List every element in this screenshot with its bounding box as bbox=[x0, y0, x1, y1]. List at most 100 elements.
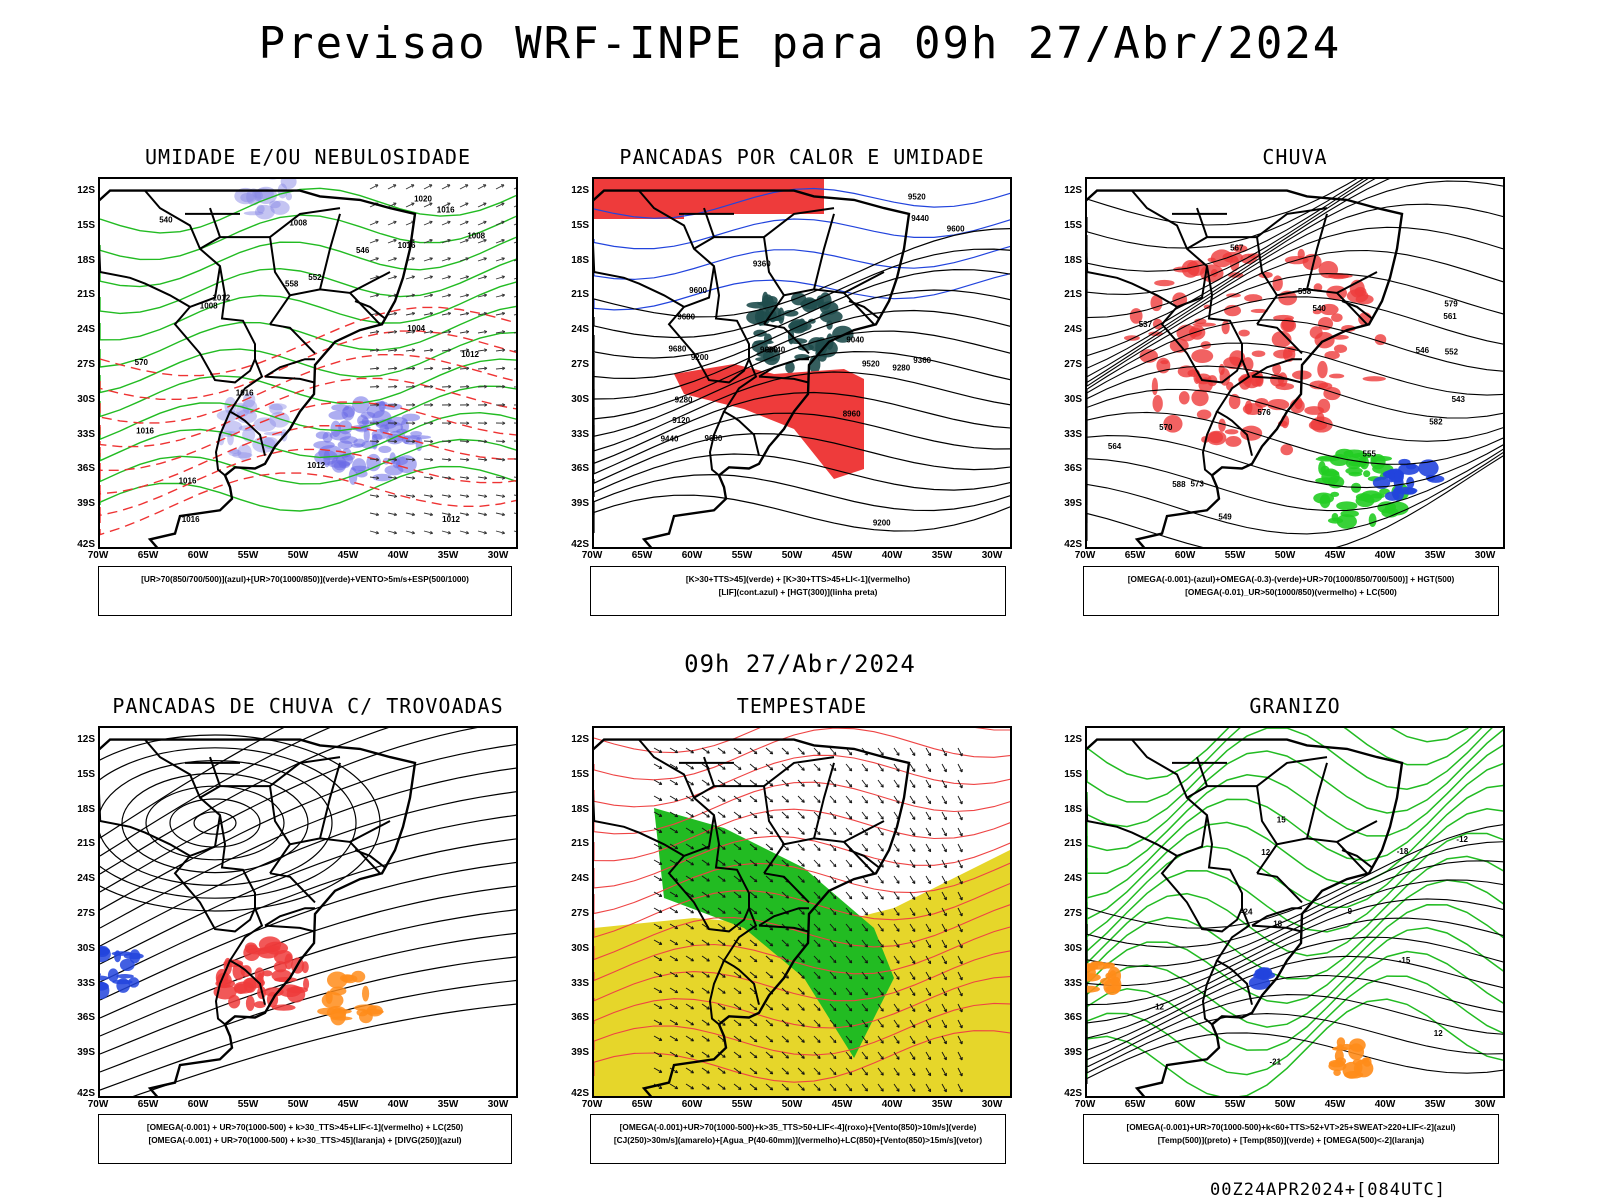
map-canvas: 1016101210161016101210201016100810121008… bbox=[100, 179, 516, 547]
state-border bbox=[1251, 375, 1302, 384]
latitude-tick-label: 12S bbox=[571, 734, 589, 745]
state-border bbox=[1087, 738, 1209, 858]
contour-label: 555 bbox=[1363, 449, 1377, 458]
state-border bbox=[349, 271, 391, 294]
map-canvas: 9680 9680 9680 9680 9600 9520 9440 9600 9440 9360… bbox=[594, 179, 1010, 547]
panel-title: PANCADAS POR CALOR E UMIDADE bbox=[619, 145, 985, 169]
contour-label: 9280 bbox=[675, 395, 693, 404]
contour-label: -12 bbox=[1152, 1003, 1164, 1012]
contour-label: 579 bbox=[1444, 300, 1458, 309]
latitude-tick-label: 15S bbox=[571, 768, 589, 780]
legend-box: [K>30+TTS>45](verde) + [K>30+TTS>45+LI<-… bbox=[590, 566, 1006, 616]
legend-text: [OMEGA(-0.001)-(azul)+OMEGA(-0.3)-(verde… bbox=[1127, 574, 1455, 584]
thunderstorm-orange-area bbox=[317, 970, 384, 1026]
state-border bbox=[1251, 907, 1302, 927]
contour-label: 9520 bbox=[908, 193, 926, 202]
map-panel: 588 582 579 576 573 570 567 564 561 558 555 552 549 5… bbox=[1085, 177, 1505, 549]
contour-label: 540 bbox=[159, 216, 173, 225]
state-border bbox=[1201, 411, 1218, 477]
contour-label: 588 bbox=[1172, 480, 1186, 489]
state-border bbox=[813, 762, 835, 839]
longitude-tick-label: 65W bbox=[1124, 550, 1146, 561]
contour-label: 1008 bbox=[200, 301, 218, 310]
longitude-tick-label: 65W bbox=[631, 1099, 653, 1110]
legend-text: [OMEGA(-0.001)+UR>70(1000-500)+k>35_TTS>… bbox=[619, 1122, 977, 1132]
latitude-tick-label: 27S bbox=[77, 908, 95, 919]
latitude-tick-label: 12S bbox=[77, 185, 95, 196]
contour-label: 1016 bbox=[437, 205, 455, 214]
latitude-tick-label: 33S bbox=[571, 428, 589, 440]
map-canvas: 588 582 579 576 573 570 567 564 561 558 555 552 549 5… bbox=[1087, 179, 1503, 547]
contour-label: 15 bbox=[1277, 815, 1286, 824]
longitude-tick-label: 60W bbox=[187, 1099, 209, 1110]
state-border bbox=[1256, 872, 1303, 904]
state-border bbox=[1306, 213, 1328, 290]
latitude-tick-label: 21S bbox=[571, 289, 589, 301]
longitude-tick-label: 30W bbox=[1474, 1099, 1496, 1110]
legend-text: [OMEGA(-0.01)_UR>50(1000/850)(vermelho) … bbox=[1185, 587, 1397, 597]
longitude-tick-label: 35W bbox=[437, 1099, 459, 1110]
longitude-tick-label: 40W bbox=[387, 550, 409, 561]
state-border bbox=[228, 907, 266, 1005]
contour-label: 9680 bbox=[677, 313, 695, 322]
legend-text: [LIF](cont.azul) + [HGT(300)](linha pret… bbox=[718, 587, 878, 597]
latitude-tick-label: 12S bbox=[1064, 185, 1082, 196]
longitude-tick-label: 45W bbox=[337, 1099, 359, 1110]
state-border bbox=[594, 738, 716, 858]
longitude-tick-label: 30W bbox=[487, 1099, 509, 1110]
longitude-tick-label: 70W bbox=[581, 550, 603, 561]
latitude-tick-label: 18S bbox=[77, 803, 95, 815]
latitude-tick-label: 27S bbox=[1064, 359, 1082, 370]
longitude-tick-label: 60W bbox=[1174, 550, 1196, 561]
rain-blue-area bbox=[1372, 458, 1445, 502]
contour-label: 9440 bbox=[911, 214, 929, 223]
longitude-tick-label: 50W bbox=[1274, 550, 1296, 561]
coastline bbox=[594, 189, 911, 547]
contour-label: 9600 bbox=[947, 224, 965, 233]
latitude-tick-label: 21S bbox=[571, 838, 589, 850]
state-border bbox=[667, 815, 750, 933]
legend-box: [OMEGA(-0.001)-(azul)+OMEGA(-0.3)-(verde… bbox=[1083, 566, 1499, 616]
longitude-tick-label: 50W bbox=[1274, 1099, 1296, 1110]
coastline bbox=[100, 189, 417, 547]
longitude-tick-label: 55W bbox=[237, 550, 259, 561]
legend-box: [OMEGA(-0.001)+UR>70(1000-500)+k>35_TTS>… bbox=[590, 1114, 1006, 1164]
state-border bbox=[1201, 960, 1218, 1026]
latitude-tick-label: 42S bbox=[571, 539, 589, 550]
green-humidity-contours bbox=[100, 187, 516, 512]
longitude-tick-label: 30W bbox=[1474, 550, 1496, 561]
contour-label: 1020 bbox=[414, 194, 432, 203]
contour-label: 9440 bbox=[767, 346, 785, 355]
thunderstorm-red-area bbox=[213, 936, 310, 1012]
longitude-tick-label: 35W bbox=[437, 550, 459, 561]
longitude-tick-label: 30W bbox=[981, 1099, 1003, 1110]
latitude-tick-label: 33S bbox=[1064, 977, 1082, 989]
contour-label: 549 bbox=[1218, 513, 1232, 522]
state-border bbox=[594, 189, 716, 309]
state-border bbox=[843, 271, 885, 294]
state-border bbox=[354, 300, 386, 320]
model-run-label: 00Z24APR2024+[084UTC] bbox=[1210, 1180, 1446, 1200]
contour-label: 558 bbox=[1298, 287, 1312, 296]
latitude-tick-label: 12S bbox=[1064, 734, 1082, 745]
contour-label: 570 bbox=[135, 358, 149, 367]
contour-label: 573 bbox=[1190, 480, 1204, 489]
state-border bbox=[349, 820, 391, 843]
latitude-tick-label: 36S bbox=[1064, 463, 1082, 475]
state-border bbox=[708, 411, 725, 477]
latitude-tick-label: 12S bbox=[571, 185, 589, 196]
longitude-tick-label: 35W bbox=[931, 550, 953, 561]
state-border bbox=[722, 907, 760, 1005]
contour-label: 9680 bbox=[668, 345, 686, 354]
state-border bbox=[214, 411, 231, 477]
longitude-tick-label: 70W bbox=[581, 1099, 603, 1110]
latitude-tick-label: 39S bbox=[1064, 498, 1082, 510]
instability-green-area bbox=[746, 291, 854, 374]
longitude-tick-label: 70W bbox=[1074, 1099, 1096, 1110]
forecast-time-label: 09h 27/Abr/2024 bbox=[684, 650, 916, 678]
contour-label: 561 bbox=[1443, 312, 1457, 321]
contour-labels: 1016101210161016101210201016100810121008… bbox=[135, 194, 486, 524]
state-border bbox=[214, 960, 231, 1026]
streamlines-250 bbox=[100, 728, 516, 1096]
map-panel: -12 -12 -15 -18 -21 -24 12 15 18 9 12 bbox=[1085, 726, 1505, 1098]
